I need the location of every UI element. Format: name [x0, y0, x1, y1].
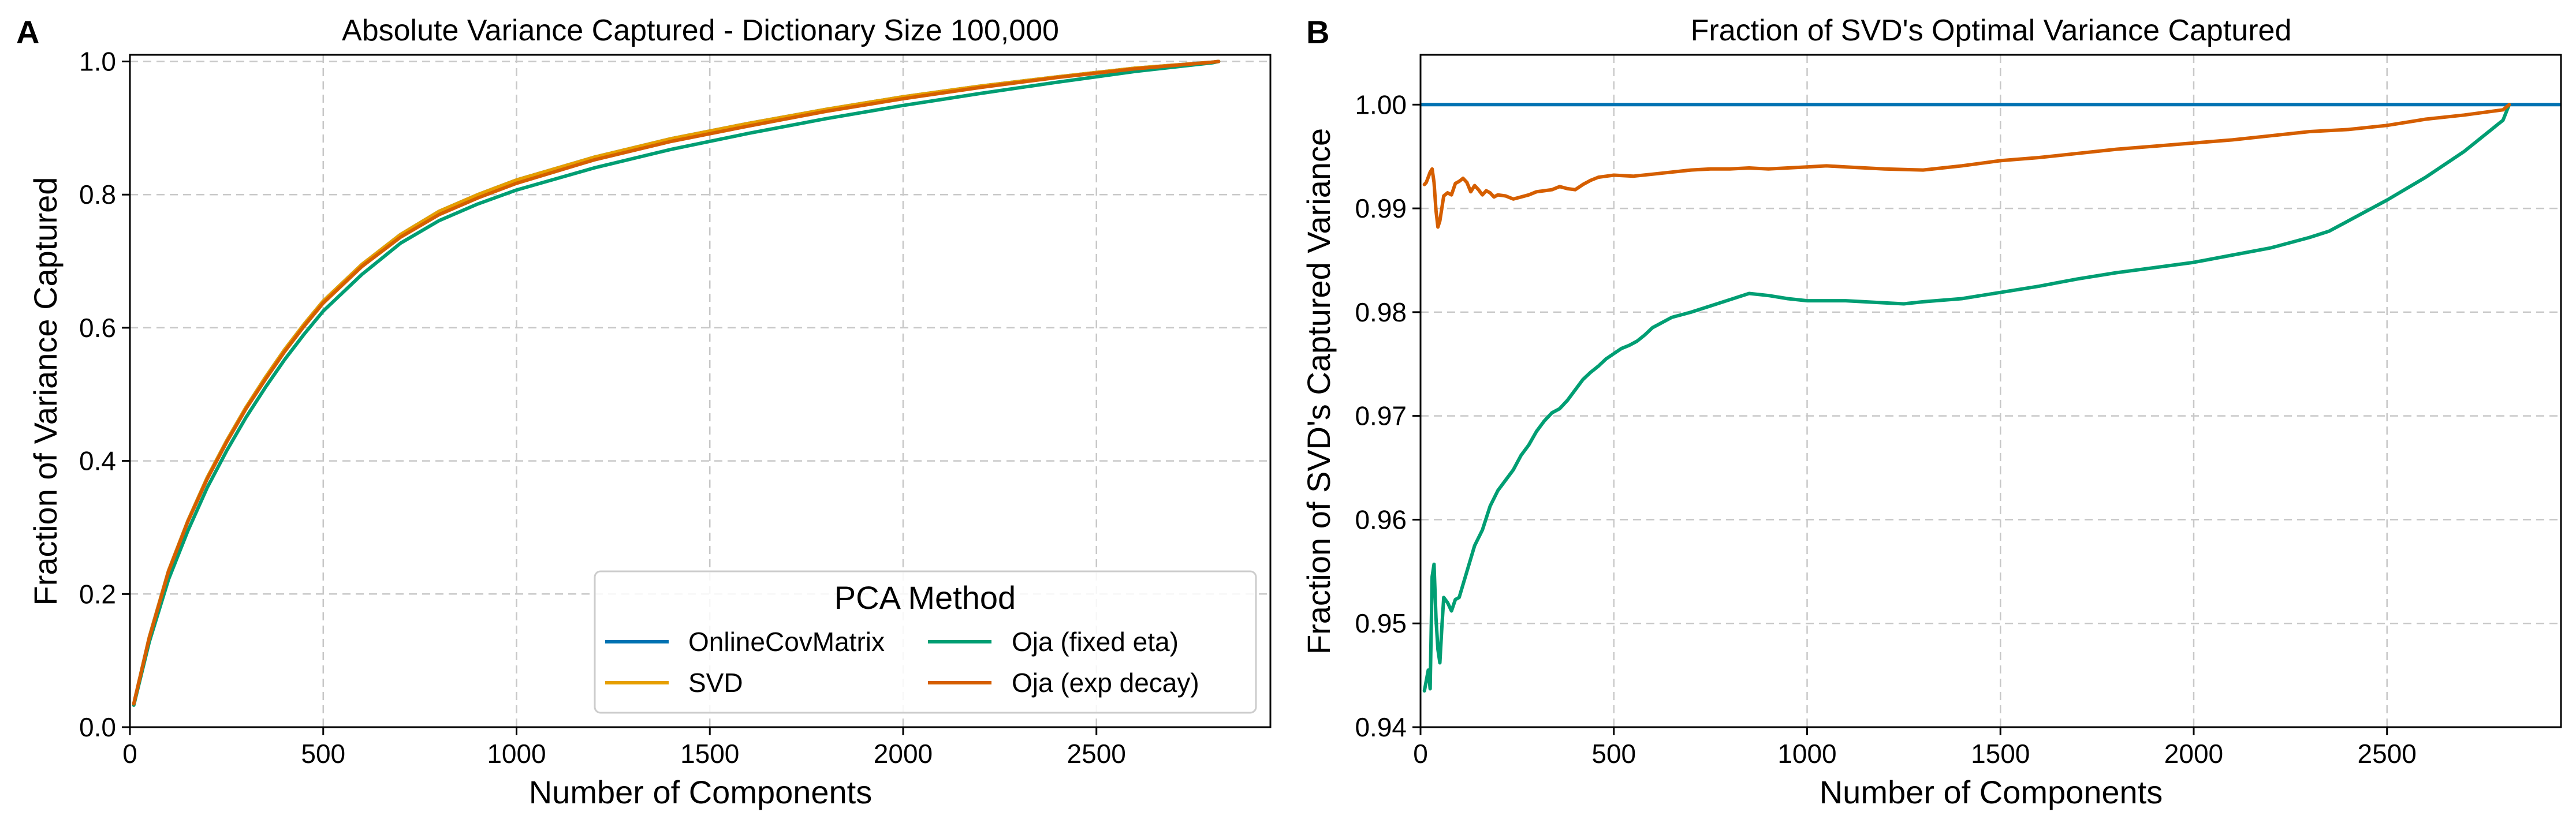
panel-b-y-tick-label: 0.95 [1355, 608, 1407, 638]
panel-b-y-tick-label: 0.98 [1355, 297, 1407, 327]
panel-a-x-tick-label: 0 [122, 739, 137, 769]
panel-a-x-tick-label: 2000 [874, 739, 933, 769]
panel-a-x-tick-label: 1000 [487, 739, 546, 769]
panel-b-y-tick-label: 0.97 [1355, 401, 1407, 431]
panel-a-y-tick-label: 0.2 [79, 579, 116, 609]
legend: PCA Method OnlineCovMatrix Oja (fixed et… [594, 570, 1257, 714]
panel-a-y-tick-label: 0.4 [79, 446, 116, 476]
legend-label-svd: SVD [688, 668, 743, 698]
panel-b-series-oja-fixed-eta [1422, 103, 2511, 693]
panel-a-y-tick-label: 0.6 [79, 313, 116, 343]
legend-label-onlinecovmatrix: OnlineCovMatrix [688, 627, 885, 657]
panel-b-x-tick-label: 500 [1591, 739, 1636, 769]
panel-a-x-tick-label: 1500 [680, 739, 739, 769]
legend-label-oja-exp-decay: Oja (exp decay) [1012, 668, 1199, 698]
panel-b-x-tick-label: 1500 [1971, 739, 2030, 769]
legend-title: PCA Method [834, 579, 1016, 616]
panel-b-y-tick-label: 1.00 [1355, 89, 1407, 119]
panel-a-series-oja-fixed-eta [132, 59, 1221, 707]
panel-b: B Fraction of SVD's Optimal Variance Cap… [1300, 14, 2562, 810]
panel-letter-b: B [1306, 14, 1329, 50]
panel-a-x-axis-label: Number of Components [529, 774, 873, 810]
legend-label-oja-fixed-eta: Oja (fixed eta) [1012, 627, 1179, 657]
panel-a-y-axis-label: Fraction of Variance Captured [27, 177, 64, 606]
panel-b-x-axis-label: Number of Components [1820, 774, 2163, 810]
panel-a-y-tick-label: 0.8 [79, 179, 116, 209]
panel-a-series-oja-exp-decay [132, 59, 1221, 706]
panel-b-series-oja-exp-decay [1422, 103, 2511, 229]
panel-b-y-tick-label: 0.94 [1355, 712, 1407, 742]
panel-a-y-tick-label: 1.0 [79, 47, 116, 77]
panel-a-x-tick-label: 2500 [1067, 739, 1126, 769]
panel-b-y-tick-label: 0.99 [1355, 193, 1407, 223]
panel-b-title: Fraction of SVD's Optimal Variance Captu… [1691, 14, 2292, 47]
panel-letter-a: A [16, 14, 39, 50]
panel-b-x-tick-label: 2500 [2358, 739, 2417, 769]
panel-b-x-tick-label: 2000 [2164, 739, 2223, 769]
panel-a-y-tick-label: 0.0 [79, 712, 116, 742]
panel-b-x-tick-label: 0 [1413, 739, 1428, 769]
panel-b-plot-frame [1419, 54, 2562, 728]
panel-b-x-tick-label: 1000 [1777, 739, 1836, 769]
legend-frame [594, 570, 1257, 714]
panel-b-y-tick-label: 0.96 [1355, 504, 1407, 534]
panel-a-title: Absolute Variance Captured - Dictionary … [342, 14, 1059, 47]
panel-a-plot-frame [129, 54, 1272, 728]
panel-a: A Absolute Variance Captured - Dictionar… [16, 14, 1272, 810]
panel-b-y-axis-label: Fraction of SVD's Captured Variance [1300, 128, 1337, 654]
panel-a-x-tick-label: 500 [301, 739, 345, 769]
